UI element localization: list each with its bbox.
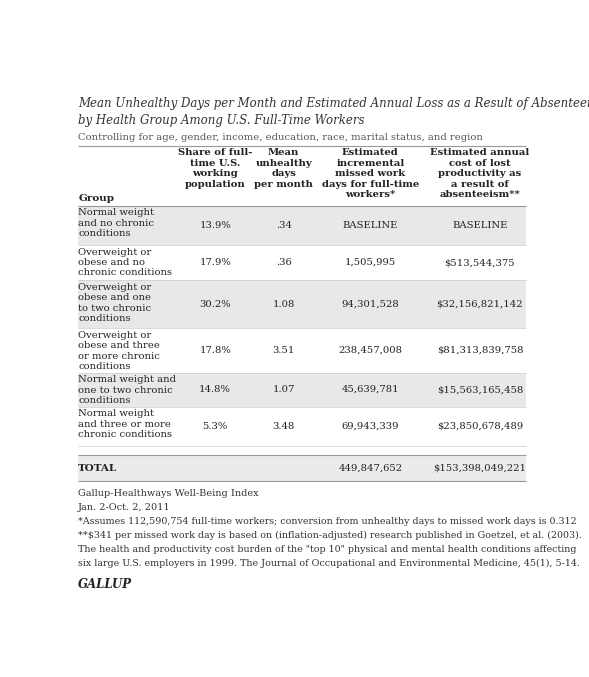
Text: Gallup-Healthways Well-Being Index: Gallup-Healthways Well-Being Index: [78, 489, 259, 498]
Text: TOTAL: TOTAL: [78, 464, 117, 473]
Text: Overweight or
obese and three
or more chronic
conditions: Overweight or obese and three or more ch…: [78, 331, 160, 371]
Text: 17.8%: 17.8%: [199, 346, 231, 355]
Text: Jan. 2-Oct. 2, 2011: Jan. 2-Oct. 2, 2011: [78, 503, 171, 512]
Bar: [78, 455, 525, 481]
Text: Overweight or
obese and one
to two chronic
conditions: Overweight or obese and one to two chron…: [78, 283, 151, 323]
Text: 3.51: 3.51: [273, 346, 294, 355]
Text: six large U.S. employers in 1999. The Journal of Occupational and Environmental : six large U.S. employers in 1999. The Jo…: [78, 559, 580, 569]
Text: 3.48: 3.48: [273, 422, 294, 431]
Text: Estimated annual
cost of lost
productivity as
a result of
absenteeism**: Estimated annual cost of lost productivi…: [430, 148, 530, 199]
Text: GALLUP: GALLUP: [78, 577, 133, 590]
Text: Mean
unhealthy
days
per month: Mean unhealthy days per month: [254, 148, 313, 189]
Text: Overweight or
obese and no
chronic conditions: Overweight or obese and no chronic condi…: [78, 248, 172, 278]
Text: The health and productivity cost burden of the "top 10" physical and mental heal: The health and productivity cost burden …: [78, 545, 577, 554]
Bar: [78, 206, 525, 245]
Text: *Assumes 112,590,754 full-time workers; conversion from unhealthy days to missed: *Assumes 112,590,754 full-time workers; …: [78, 517, 577, 526]
Text: BASELINE: BASELINE: [343, 221, 398, 230]
Text: BASELINE: BASELINE: [452, 221, 508, 230]
Text: .34: .34: [276, 221, 292, 230]
Text: 1.08: 1.08: [273, 300, 294, 309]
Text: Normal weight
and three or more
chronic conditions: Normal weight and three or more chronic …: [78, 409, 172, 439]
Bar: [78, 372, 525, 406]
Text: 1,505,995: 1,505,995: [345, 258, 396, 267]
Text: 5.3%: 5.3%: [203, 422, 228, 431]
Text: 13.9%: 13.9%: [199, 221, 231, 230]
Text: Normal weight and
one to two chronic
conditions: Normal weight and one to two chronic con…: [78, 375, 176, 405]
Text: Group: Group: [78, 194, 114, 203]
Text: 1.07: 1.07: [273, 385, 294, 394]
Text: $32,156,821,142: $32,156,821,142: [436, 300, 523, 309]
Text: 69,943,339: 69,943,339: [342, 422, 399, 431]
Text: $15,563,165,458: $15,563,165,458: [436, 385, 523, 394]
Text: $513,544,375: $513,544,375: [445, 258, 515, 267]
Text: 449,847,652: 449,847,652: [338, 464, 402, 473]
Text: **$341 per missed work day is based on (inflation-adjusted) research published i: **$341 per missed work day is based on (…: [78, 531, 582, 540]
Text: 94,301,528: 94,301,528: [342, 300, 399, 309]
Text: $153,398,049,221: $153,398,049,221: [434, 464, 527, 473]
Text: 14.8%: 14.8%: [199, 385, 231, 394]
Text: Estimated
incremental
missed work
days for full-time
workers*: Estimated incremental missed work days f…: [322, 148, 419, 199]
Text: by Health Group Among U.S. Full-Time Workers: by Health Group Among U.S. Full-Time Wor…: [78, 114, 365, 127]
Text: $23,850,678,489: $23,850,678,489: [437, 422, 523, 431]
Text: Controlling for age, gender, income, education, race, marital status, and region: Controlling for age, gender, income, edu…: [78, 133, 483, 142]
Text: 30.2%: 30.2%: [199, 300, 231, 309]
Text: Share of full-
time U.S.
working
population: Share of full- time U.S. working populat…: [178, 148, 252, 189]
Text: 238,457,008: 238,457,008: [338, 346, 402, 355]
Text: 45,639,781: 45,639,781: [342, 385, 399, 394]
Text: Mean Unhealthy Days per Month and Estimated Annual Loss as a Result of Absenteei: Mean Unhealthy Days per Month and Estima…: [78, 97, 589, 110]
Text: 17.9%: 17.9%: [199, 258, 231, 267]
Text: Normal weight
and no chronic
conditions: Normal weight and no chronic conditions: [78, 209, 154, 238]
Text: .36: .36: [276, 258, 292, 267]
Bar: [78, 280, 525, 328]
Text: $81,313,839,758: $81,313,839,758: [436, 346, 523, 355]
